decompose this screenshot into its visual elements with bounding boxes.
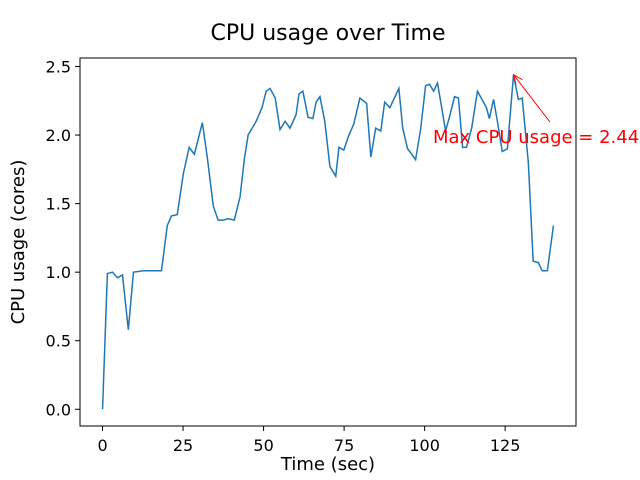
annotation-text: Max CPU usage = 2.44 xyxy=(433,127,639,148)
x-tick-label: 75 xyxy=(334,436,354,455)
y-tick-label: 2.0 xyxy=(46,126,71,145)
plot-frame xyxy=(79,57,577,427)
x-tick-label: 100 xyxy=(409,436,440,455)
y-tick-label: 0.5 xyxy=(46,332,71,351)
chart-title: CPU usage over Time xyxy=(211,21,446,46)
annotation-arrow xyxy=(513,74,551,123)
y-tick-label: 1.5 xyxy=(46,195,71,214)
y-tick-label: 1.0 xyxy=(46,263,71,282)
x-tick-label: 25 xyxy=(173,436,193,455)
y-axis-label: CPU usage (cores) xyxy=(8,160,29,325)
x-tick-label: 50 xyxy=(253,436,273,455)
annotation-arrowhead xyxy=(512,73,523,85)
x-tick-label: 125 xyxy=(490,436,521,455)
x-axis-label: Time (sec) xyxy=(280,454,375,475)
y-tick-label: 0.0 xyxy=(46,400,71,419)
data-line xyxy=(101,74,555,410)
x-tick-label: 0 xyxy=(97,436,107,455)
y-tick-label: 2.5 xyxy=(46,58,71,77)
